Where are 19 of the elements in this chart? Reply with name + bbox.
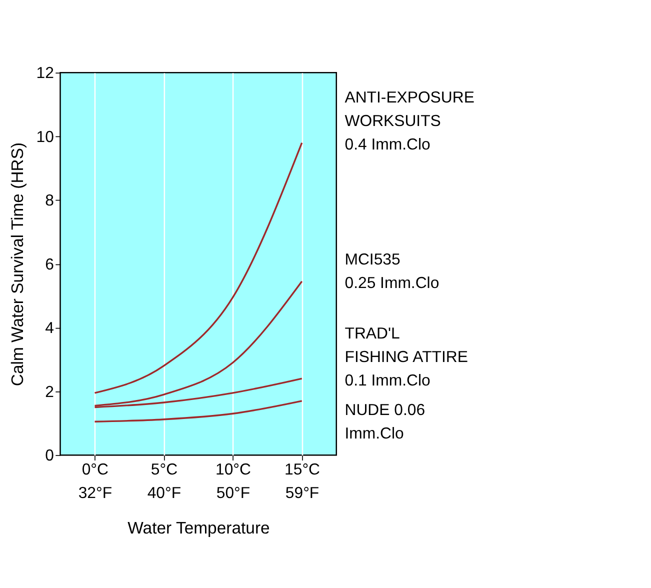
y-tick-label: 2 (45, 384, 54, 401)
x-axis-title: Water Temperature (128, 518, 270, 538)
line-series (94, 400, 303, 422)
x-tick-label: 10°C 50°F (216, 462, 251, 502)
y-tick-label: 0 (45, 448, 54, 465)
y-tick-label: 4 (45, 320, 54, 338)
x-tick-label: 0°C 32°F (78, 462, 112, 502)
x-tick-label: 5°C 40°F (147, 462, 182, 502)
text: TRAD'L FISHING ATTIRE 0.1 Imm.Clo (344, 325, 468, 390)
y-tick-label: 8 (45, 192, 54, 210)
text: MCI535 0.25 Imm.Clo (344, 252, 440, 292)
text: NUDE 0.06 Imm.Clo (344, 402, 426, 443)
y-tick-label: 12 (36, 65, 54, 82)
text: ANTI-EXPOSURE WORKSUITS 0.4 Imm.Clo (344, 90, 474, 154)
y-tick-label: 6 (45, 256, 54, 274)
y-axis-title: Calm Water Survival Time (HRS) (8, 142, 27, 386)
y-tick-label: 10 (36, 128, 54, 146)
line-series (94, 142, 303, 394)
x-tick-label: 15°C 59°F (284, 462, 320, 502)
